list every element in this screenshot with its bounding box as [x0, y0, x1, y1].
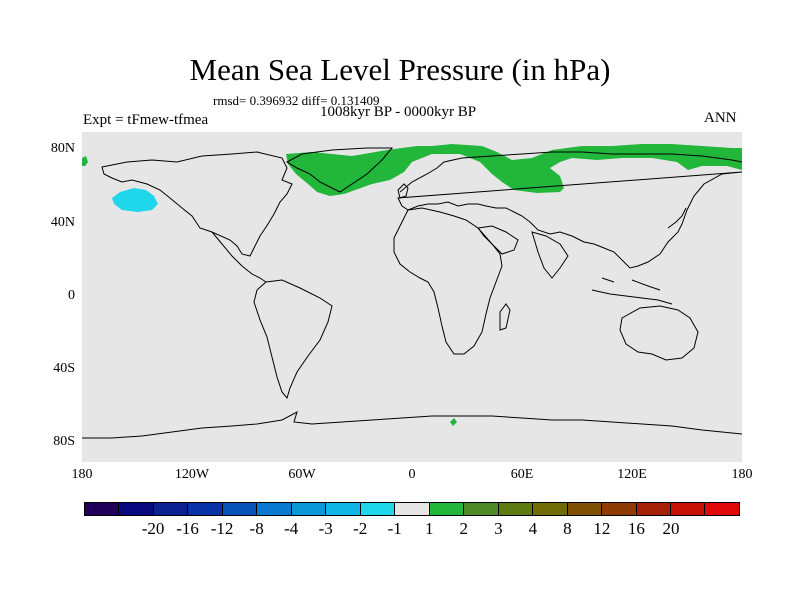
colorbar-swatch	[567, 503, 603, 515]
chart-title: Mean Sea Level Pressure (in hPa)	[189, 52, 611, 87]
colorbar-swatch	[670, 503, 706, 515]
colorbar-swatch	[188, 503, 223, 515]
coast-south-america	[253, 279, 333, 400]
colorbar-label: -12	[210, 519, 234, 538]
colorbar-swatch	[326, 503, 361, 515]
coast-australia	[619, 305, 699, 361]
coast-madagascar	[499, 303, 511, 331]
colorbar-label: 2	[459, 519, 469, 538]
lon-label-120e: 120E	[617, 467, 647, 482]
lat-label-80n: 80N	[50, 141, 75, 156]
lon-label-60w: 60W	[288, 467, 316, 482]
lon-label-0: 0	[408, 467, 416, 482]
coast-india	[531, 231, 569, 279]
colorbar-label: -1	[387, 519, 402, 538]
colorbar-label: 8	[563, 519, 572, 538]
colorbar-swatch	[636, 503, 671, 515]
colorbar-swatch	[705, 503, 739, 515]
colorbar-label: 4	[528, 519, 538, 538]
coast-arabia	[477, 225, 519, 255]
colorbar-label: -8	[249, 519, 264, 538]
lon-label-180e: 180	[731, 467, 753, 482]
coast-europe-asia	[397, 151, 742, 269]
colorbar-swatch	[153, 503, 189, 515]
colorbar-swatch	[395, 503, 430, 515]
lat-label-40n: 40N	[50, 215, 75, 230]
stats-text: rmsd= 0.396932 diff= 0.131409	[213, 93, 380, 108]
colorbar-label: 3	[494, 519, 503, 538]
period-text: 1008kyr BP - 0000kyr BP	[320, 104, 477, 120]
colorbar-label: -16	[176, 519, 199, 538]
lon-label-60e: 60E	[510, 467, 534, 482]
colorbar-swatch	[360, 503, 396, 515]
lon-label-120w: 120W	[174, 467, 210, 482]
coast-africa	[393, 207, 503, 355]
colorbar-label: 20	[662, 519, 680, 538]
colorbar-label: 16	[627, 519, 645, 538]
coast-antarctica	[82, 410, 742, 439]
season-text: ANN	[704, 110, 737, 126]
experiment-text: Expt = tFmew-tfmea	[83, 112, 209, 128]
colorbar-swatch	[222, 503, 258, 515]
colorbar-label: -20	[141, 519, 165, 538]
antarctic-positive-anomaly	[450, 418, 457, 426]
colorbar-swatch	[85, 503, 120, 515]
colorbar-label: -2	[353, 519, 368, 538]
colorbar-swatch	[602, 503, 637, 515]
coast-greenland	[285, 147, 394, 193]
colorbar-label: -3	[318, 519, 333, 538]
anomaly-layer	[82, 144, 742, 426]
colorbar-label: 12	[593, 519, 611, 538]
colorbar-swatch	[257, 503, 292, 515]
map-plot	[82, 132, 742, 462]
colorbar-label: -4	[284, 519, 299, 538]
coast-north-america	[101, 151, 293, 257]
alaska-positive-anomaly	[82, 156, 88, 166]
lat-label-80s: 80S	[53, 434, 75, 449]
coast-central-america	[211, 231, 267, 283]
lat-label-0: 0	[68, 288, 75, 303]
coast-uk	[397, 183, 409, 199]
north-pacific-negative-anomaly	[112, 188, 158, 212]
coastlines	[82, 147, 742, 439]
lat-label-40s: 40S	[53, 361, 75, 376]
colorbar-swatch	[533, 503, 568, 515]
colorbar-swatch	[498, 503, 534, 515]
arctic-positive-anomaly	[286, 144, 742, 196]
colorbar-swatch	[119, 503, 154, 515]
colorbar-swatch	[464, 503, 499, 515]
lon-label-180w: 180	[71, 467, 93, 482]
colorbar-label: 1	[425, 519, 434, 538]
coast-indonesia	[591, 277, 673, 305]
colorbar	[84, 502, 740, 516]
colorbar-swatch	[291, 503, 327, 515]
colorbar-swatch	[429, 503, 465, 515]
coast-japan	[667, 207, 687, 229]
